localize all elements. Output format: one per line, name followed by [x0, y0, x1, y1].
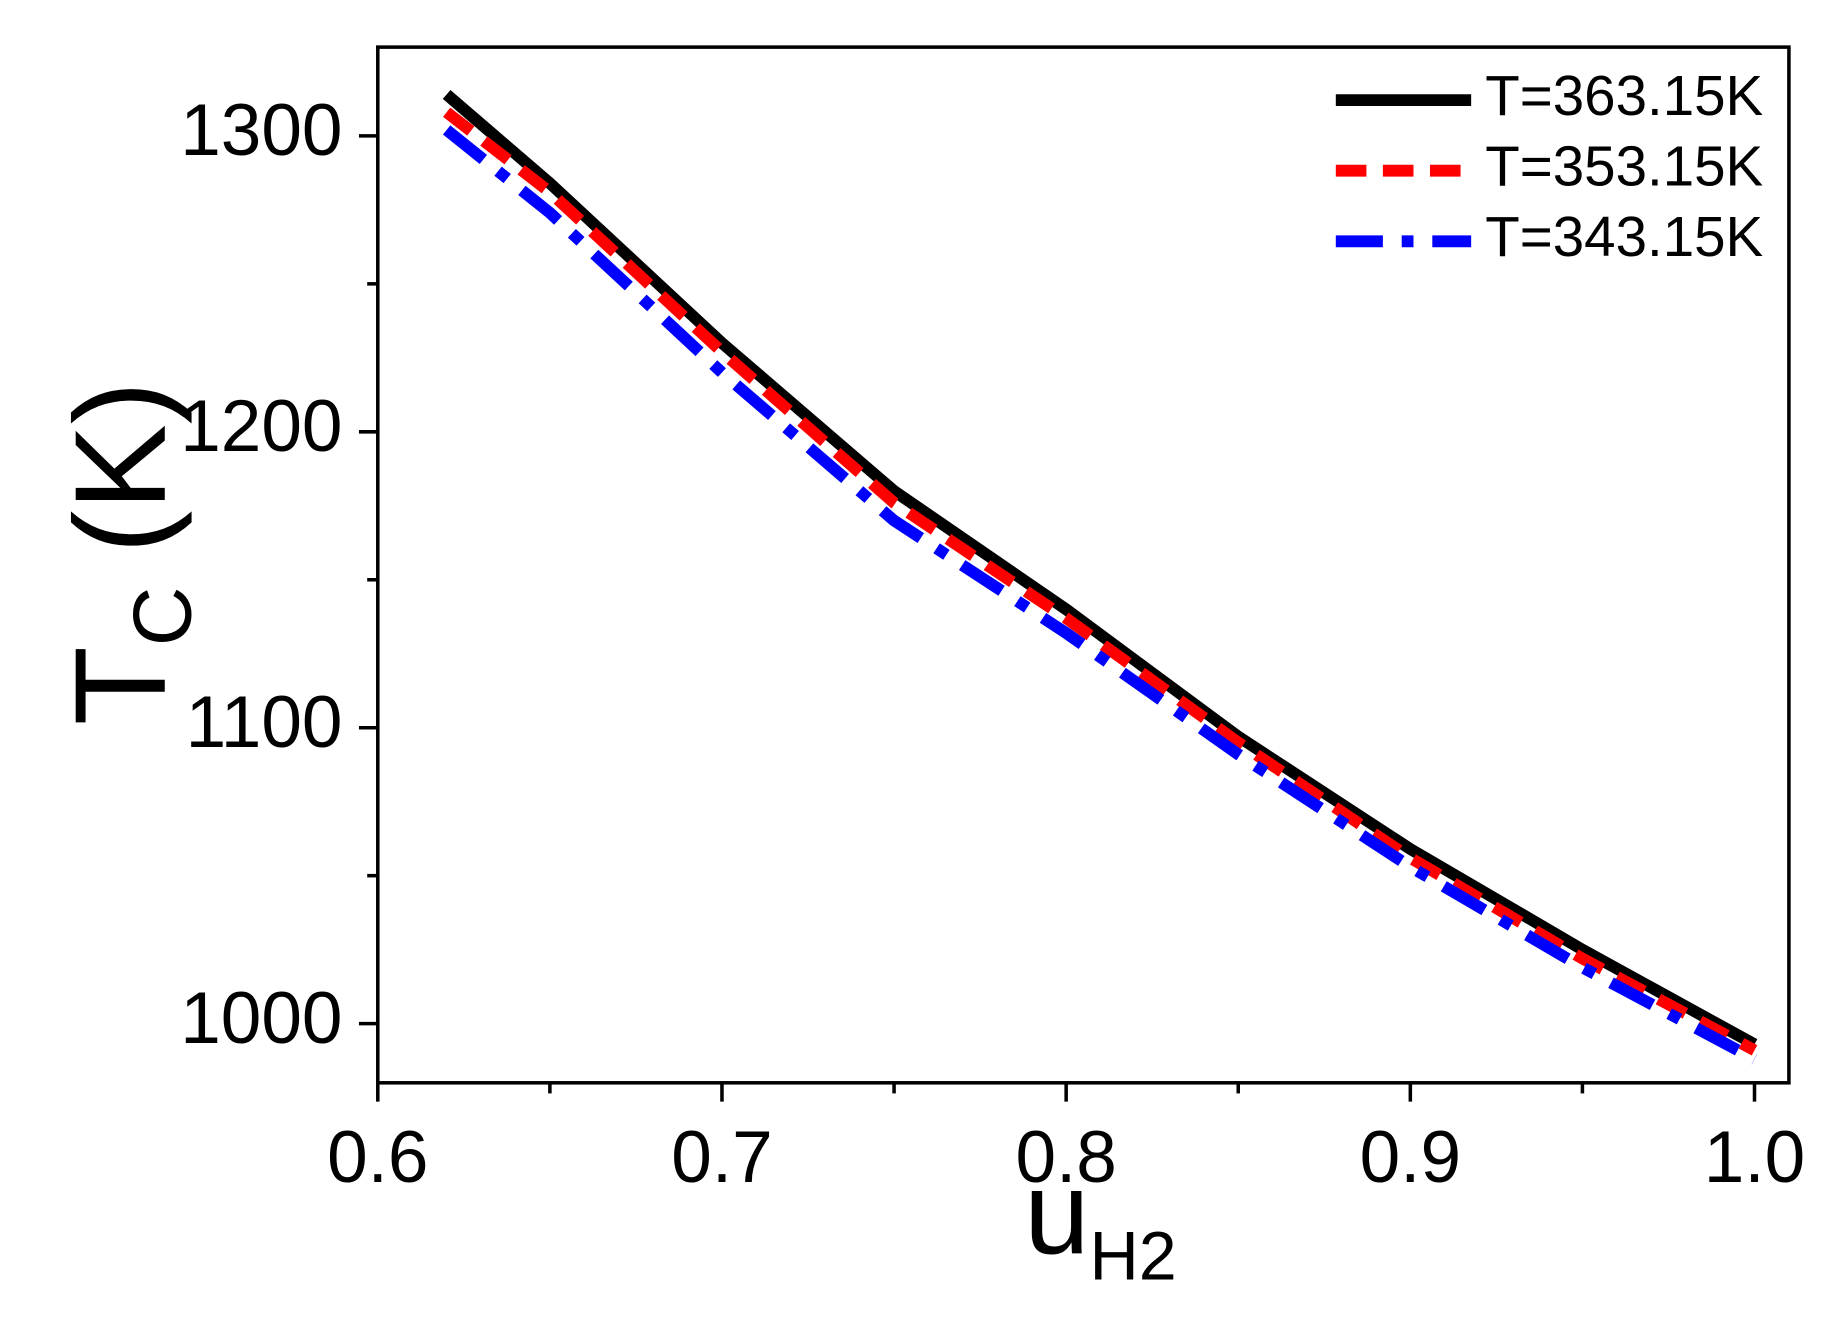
y-label-sub: C: [117, 587, 209, 647]
y-axis-label: TC (K): [49, 381, 209, 725]
y-label-main: T: [49, 646, 193, 725]
series-line: [442, 89, 1758, 1050]
y-tick-label: 1300: [180, 90, 342, 171]
legend-label: T=353.15K: [1485, 135, 1763, 198]
legend-label: T=363.15K: [1485, 64, 1763, 127]
x-tick-label: 0.7: [671, 1117, 772, 1198]
y-tick-label: 1100: [186, 682, 343, 763]
x-label-sub: H2: [1090, 1218, 1177, 1294]
x-tick-label: 0.8: [1015, 1117, 1116, 1198]
x-tick-label: 0.6: [327, 1117, 428, 1198]
x-label-main: u: [1024, 1146, 1089, 1278]
y-tick-label: 1200: [180, 386, 342, 467]
legend-label: T=343.15K: [1485, 205, 1763, 268]
series-line: [442, 125, 1758, 1065]
series-line: [443, 107, 1758, 1056]
plot-frame: [376, 45, 1791, 1085]
x-axis-label: uH2: [1024, 1146, 1177, 1294]
y-tick-label: 1000: [180, 978, 342, 1059]
x-tick-label: 1.0: [1704, 1117, 1805, 1198]
y-label-suffix: (K): [49, 381, 193, 554]
x-tick-label: 0.9: [1360, 1117, 1461, 1198]
